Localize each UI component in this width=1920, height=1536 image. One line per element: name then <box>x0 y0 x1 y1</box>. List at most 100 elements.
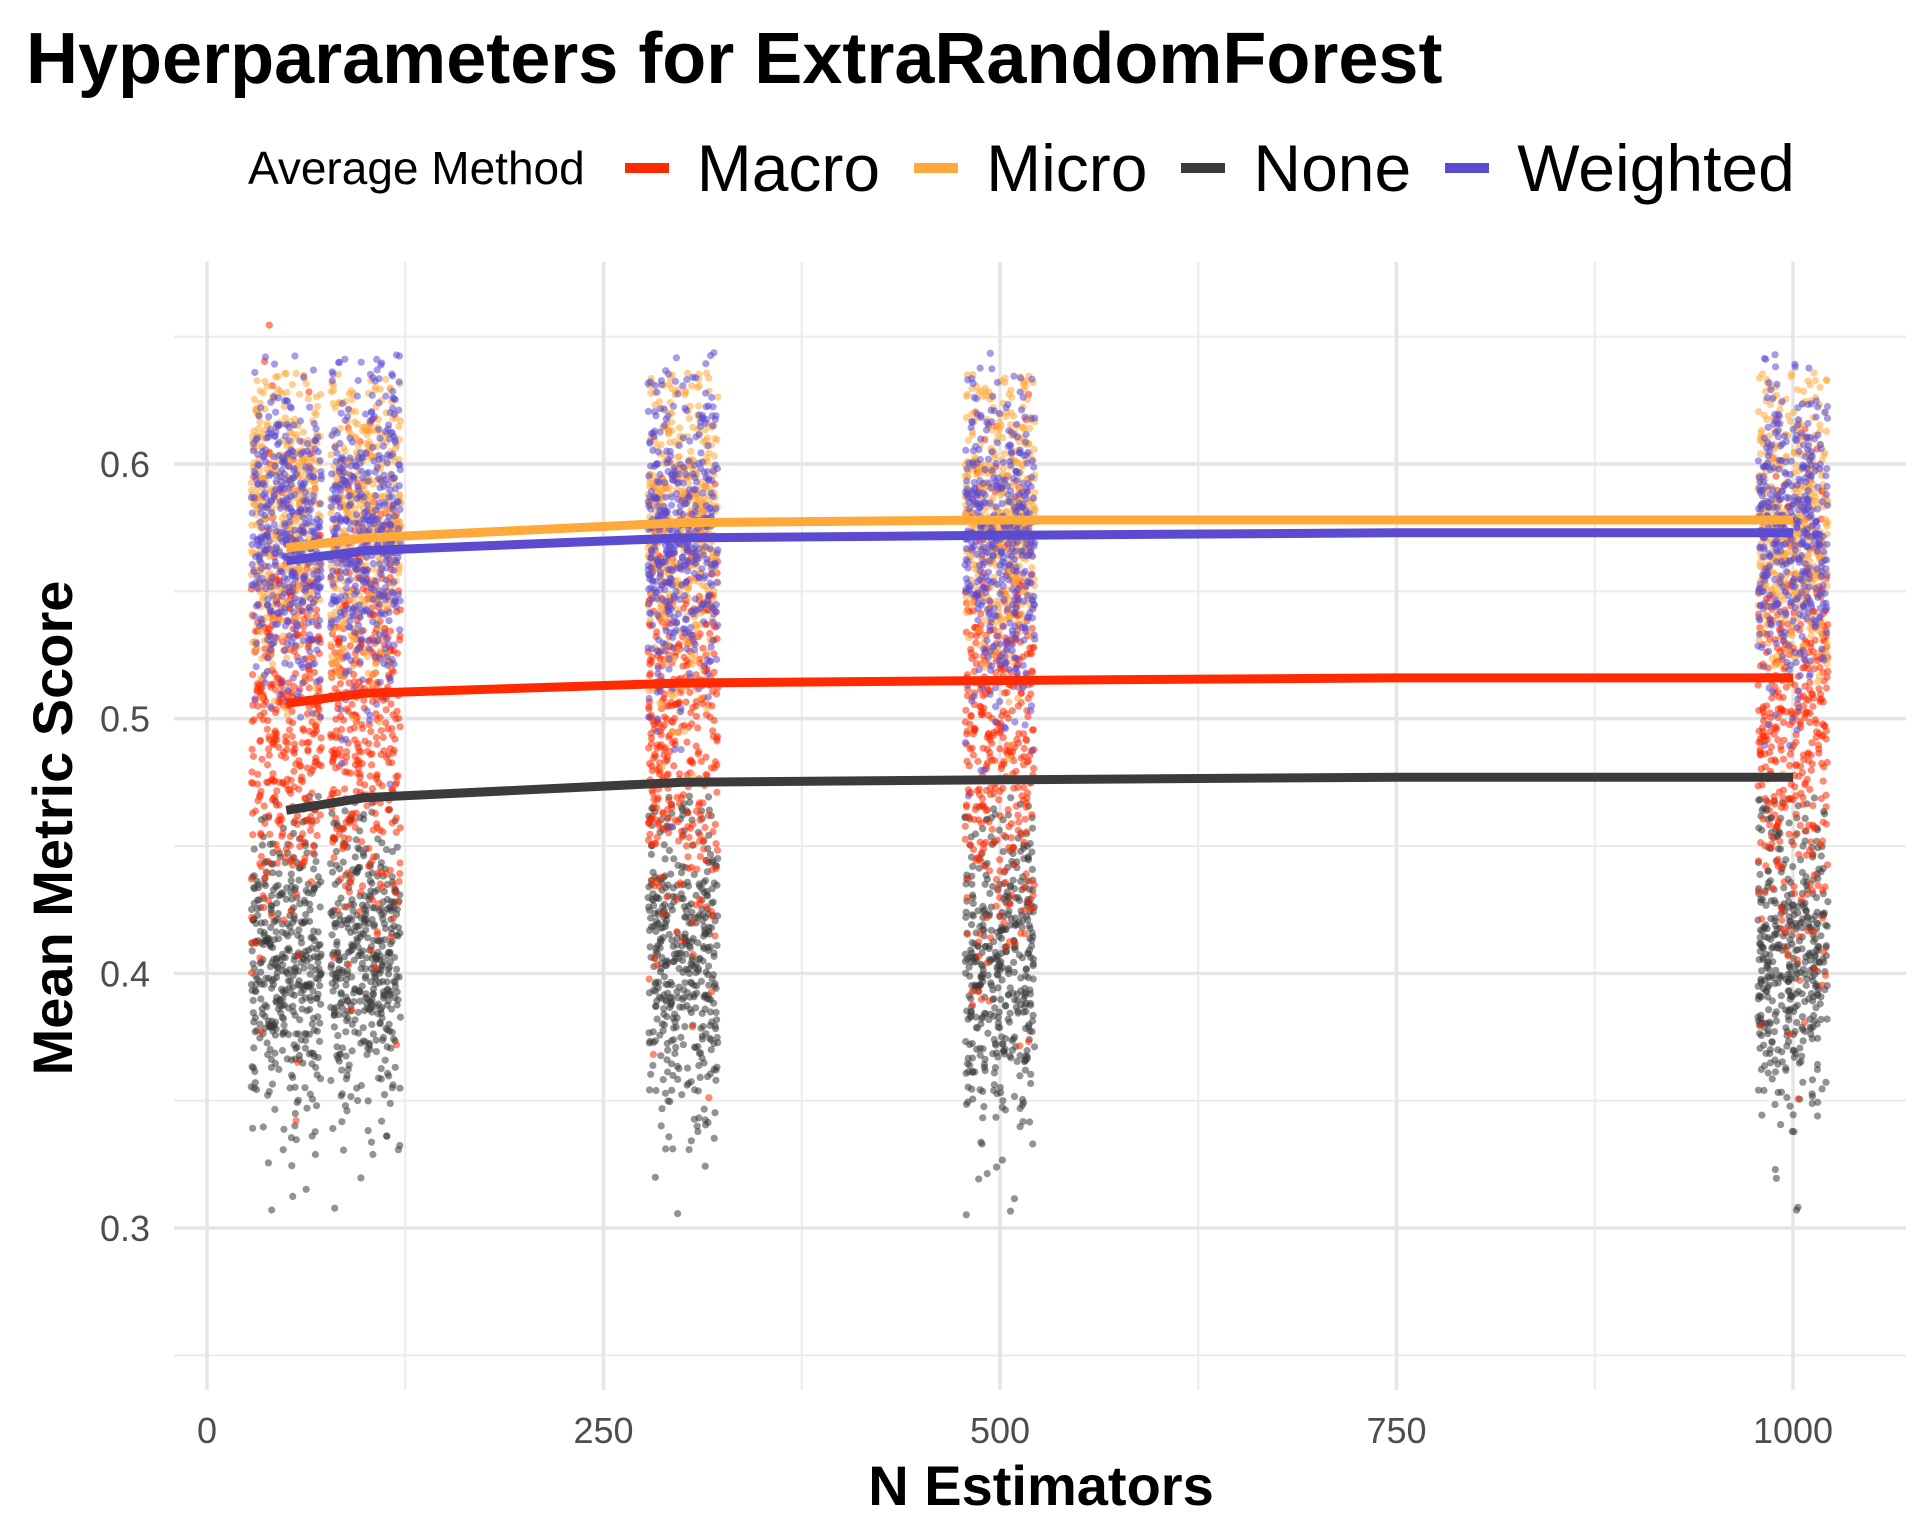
data-point <box>699 911 707 919</box>
data-point <box>390 432 398 441</box>
data-point <box>704 811 713 819</box>
data-point <box>371 964 379 972</box>
data-point <box>700 944 708 953</box>
data-point <box>265 745 273 753</box>
data-point <box>648 595 656 603</box>
data-point <box>368 879 376 887</box>
data-point <box>335 1011 343 1019</box>
data-point <box>670 762 678 770</box>
data-point <box>348 1047 356 1055</box>
data-point <box>299 830 307 838</box>
data-point <box>383 653 391 661</box>
data-point <box>257 564 265 573</box>
data-point <box>273 859 281 867</box>
data-point <box>316 500 324 508</box>
data-point <box>309 841 317 850</box>
data-point <box>684 809 692 817</box>
data-point <box>329 790 337 798</box>
data-point <box>328 617 336 625</box>
data-point <box>696 811 704 819</box>
data-point <box>367 728 375 736</box>
data-point <box>265 625 273 633</box>
data-point <box>347 928 355 936</box>
data-point <box>376 1019 384 1027</box>
data-point <box>273 899 281 907</box>
data-point <box>353 420 361 428</box>
data-point <box>381 596 390 604</box>
data-point <box>654 794 662 802</box>
data-point <box>694 724 702 732</box>
data-point <box>709 403 717 411</box>
data-point <box>367 1138 376 1146</box>
data-point <box>290 749 298 757</box>
data-point <box>260 802 268 810</box>
data-point <box>254 797 262 805</box>
data-point <box>653 715 661 723</box>
data-point <box>280 589 289 597</box>
data-point <box>359 1024 367 1032</box>
data-point <box>270 493 278 501</box>
data-point <box>301 795 310 803</box>
data-point <box>669 644 677 652</box>
data-point <box>252 919 260 928</box>
data-point <box>317 744 325 752</box>
data-point <box>267 425 275 433</box>
data-point <box>342 993 350 1001</box>
data-point <box>700 845 708 853</box>
data-point <box>373 771 381 779</box>
data-point <box>683 544 691 552</box>
data-point <box>276 421 284 429</box>
data-point <box>258 430 266 438</box>
data-point <box>694 750 702 758</box>
data-point <box>677 746 685 754</box>
data-point <box>704 793 713 801</box>
data-point <box>664 881 672 889</box>
data-point <box>381 924 390 933</box>
data-point <box>257 736 265 745</box>
data-point <box>295 876 303 884</box>
data-point <box>272 408 280 416</box>
data-point <box>312 857 320 866</box>
data-point <box>356 997 364 1005</box>
data-point <box>651 1173 659 1181</box>
data-point <box>263 761 272 769</box>
data-point <box>252 475 260 483</box>
data-point <box>255 424 263 432</box>
data-point <box>662 598 670 606</box>
data-point <box>248 939 256 947</box>
data-point <box>389 394 397 402</box>
data-point <box>390 922 398 930</box>
data-point <box>265 413 273 421</box>
data-point <box>363 470 371 478</box>
data-point <box>287 404 295 412</box>
data-point <box>683 1064 692 1072</box>
data-point <box>249 752 257 760</box>
data-point <box>302 911 310 919</box>
data-point <box>677 1033 685 1041</box>
data-point <box>701 1162 709 1170</box>
data-point <box>316 713 324 721</box>
data-point <box>711 932 719 940</box>
data-point <box>328 377 336 385</box>
data-point <box>249 809 257 817</box>
data-point <box>365 844 373 853</box>
data-point <box>396 597 404 605</box>
data-point <box>383 1132 391 1140</box>
data-point <box>702 389 710 397</box>
data-point <box>384 970 393 978</box>
data-point <box>256 622 264 630</box>
data-point <box>646 830 654 838</box>
data-point <box>383 1001 391 1009</box>
data-point <box>694 1128 702 1136</box>
data-point <box>356 613 364 621</box>
data-point <box>712 865 720 873</box>
data-point <box>261 819 269 828</box>
data-point <box>257 831 265 839</box>
data-point <box>369 595 377 604</box>
data-point <box>346 491 354 500</box>
data-point <box>373 620 381 629</box>
data-point <box>674 1075 682 1083</box>
data-point <box>689 820 697 828</box>
data-point <box>273 962 281 971</box>
data-point <box>386 1099 394 1108</box>
